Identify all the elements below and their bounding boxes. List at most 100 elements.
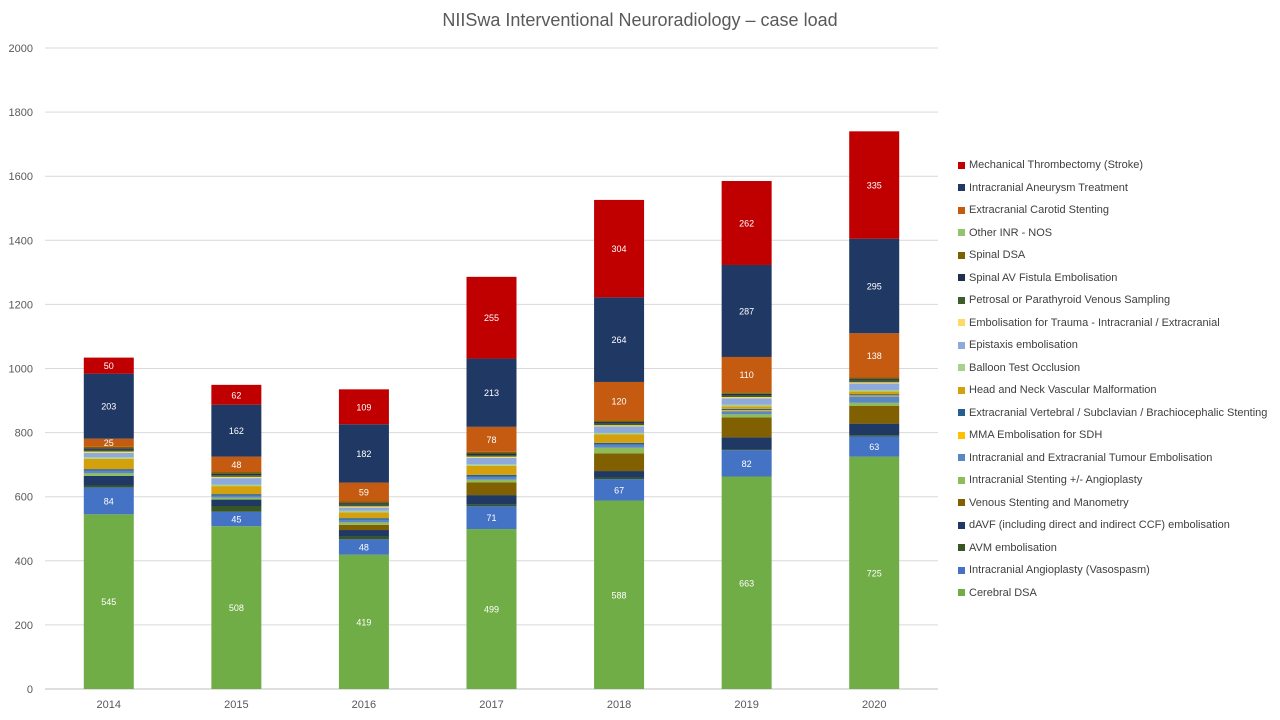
bar-segment	[594, 444, 645, 448]
y-tick-label: 800	[15, 428, 33, 440]
bar-segment	[594, 479, 645, 501]
x-tick-label: 2015	[224, 699, 248, 711]
data-label: 63	[869, 442, 879, 452]
bar-segment	[211, 505, 262, 512]
legend-swatch	[958, 386, 965, 394]
bar-segment	[211, 478, 262, 485]
data-label: 45	[231, 514, 241, 524]
legend-item: Spinal AV Fistula Embolisation	[958, 267, 1276, 290]
legend-item: Venous Stenting and Manometry	[958, 492, 1276, 515]
bar-segment	[849, 402, 900, 406]
x-tick-label: 2014	[97, 699, 121, 711]
bar-segment	[594, 297, 645, 382]
bar-segment	[466, 453, 517, 456]
bar-segment	[721, 410, 772, 412]
legend-label: Extracranial Vertebral / Subclavian / Br…	[969, 406, 1268, 419]
bar-segment	[211, 511, 262, 527]
data-label: 295	[867, 281, 882, 291]
bar-segment	[338, 507, 389, 511]
data-label: 304	[612, 244, 627, 254]
data-label: 287	[739, 306, 754, 316]
bar-segment	[721, 395, 772, 398]
bar-segment	[721, 476, 772, 689]
data-label: 663	[739, 578, 754, 588]
data-label: 25	[104, 438, 114, 448]
bar-segment	[338, 530, 389, 537]
bar-segment	[849, 394, 900, 396]
bar-segment	[466, 457, 517, 465]
bar-segment	[721, 411, 772, 415]
bar-segment	[83, 446, 134, 449]
bar-segment	[211, 475, 262, 477]
bar-segment	[849, 435, 900, 437]
bar-segment	[849, 423, 900, 436]
legend-swatch	[958, 229, 965, 237]
legend-label: Spinal DSA	[969, 249, 1026, 262]
legend-item: Intracranial Aneurysm Treatment	[958, 177, 1276, 200]
bar-segment	[466, 506, 517, 530]
data-label: 419	[356, 617, 371, 627]
bar-segment	[211, 495, 262, 498]
bar-segment	[211, 494, 262, 496]
bar-segment	[594, 434, 645, 443]
bar-segment	[721, 398, 772, 405]
bar-segment	[849, 333, 900, 378]
legend-item: Petrosal or Parathyroid Venous Sampling	[958, 289, 1276, 312]
bar-segment	[338, 522, 389, 525]
legend-item: Mechanical Thrombectomy (Stroke)	[958, 154, 1276, 177]
data-label: 110	[739, 370, 753, 380]
data-label: 138	[867, 351, 882, 361]
bar-segment	[83, 475, 134, 486]
bar-segment	[211, 456, 262, 473]
bar-segment	[466, 504, 517, 507]
bar-segment	[594, 453, 645, 472]
bar-segment	[849, 391, 900, 395]
bar-segment	[594, 425, 645, 427]
legend-swatch	[958, 544, 965, 552]
bar-segment	[594, 442, 645, 445]
bar-segment	[466, 358, 517, 427]
bar-segment	[83, 449, 134, 452]
legend-item: Epistaxis embolisation	[958, 334, 1276, 357]
bar-segment	[211, 473, 262, 476]
legend-item: dAVF (including direct and indirect CCF)…	[958, 514, 1276, 537]
legend-label: Head and Neck Vascular Malformation	[969, 384, 1157, 397]
bar-segment	[721, 414, 772, 418]
legend-item: Spinal DSA	[958, 244, 1276, 267]
legend-item: Intracranial Stenting +/- Angioplasty	[958, 469, 1276, 492]
bar-segment	[466, 276, 517, 359]
bar-segment	[211, 497, 262, 500]
legend-item: Intracranial Angioplasty (Vasospasm)	[958, 559, 1276, 582]
bar-segment	[594, 471, 645, 478]
legend-label: Other INR - NOS	[969, 226, 1053, 239]
bar-segment	[594, 420, 645, 423]
legend-item: AVM embolisation	[958, 537, 1276, 560]
bar-segment	[83, 373, 134, 439]
bar-segment	[849, 395, 900, 397]
data-label: 203	[101, 402, 116, 412]
legend-item: Embolisation for Trauma - Intracranial /…	[958, 312, 1276, 335]
y-tick-label: 1200	[9, 299, 33, 311]
bar-segment	[83, 457, 134, 459]
bar-segment	[466, 456, 517, 458]
bar-segment	[594, 477, 645, 480]
legend-swatch	[958, 341, 965, 349]
bar-segment	[83, 514, 134, 689]
legend-label: Cerebral DSA	[969, 586, 1037, 599]
legend-item: Extracranial Carotid Stenting	[958, 199, 1276, 222]
bar-segment	[594, 422, 645, 424]
bar-segment	[338, 503, 389, 505]
data-label: 182	[356, 449, 371, 459]
bar-segment	[83, 458, 134, 470]
legend-label: Venous Stenting and Manometry	[969, 496, 1129, 509]
bar-segment	[594, 447, 645, 454]
bar-segment	[849, 456, 900, 689]
legend-label: Intracranial Aneurysm Treatment	[969, 181, 1128, 194]
legend-label: Mechanical Thrombectomy (Stroke)	[969, 159, 1144, 172]
legend-label: Petrosal or Parathyroid Venous Sampling	[969, 294, 1171, 307]
legend-swatch	[958, 499, 965, 507]
legend-label: Extracranial Carotid Stenting	[969, 204, 1110, 217]
bar-segment	[594, 381, 645, 421]
bar-segment	[849, 380, 900, 383]
bar-segment	[849, 383, 900, 390]
